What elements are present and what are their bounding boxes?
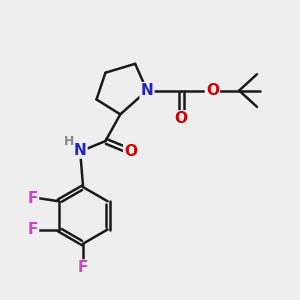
Text: F: F [78,260,88,275]
Text: N: N [74,142,86,158]
Text: O: O [124,144,137,159]
Text: O: O [175,111,188,126]
Text: F: F [28,222,38,237]
Text: O: O [206,83,219,98]
Text: N: N [141,83,153,98]
Text: F: F [28,191,38,206]
Text: H: H [64,136,74,148]
